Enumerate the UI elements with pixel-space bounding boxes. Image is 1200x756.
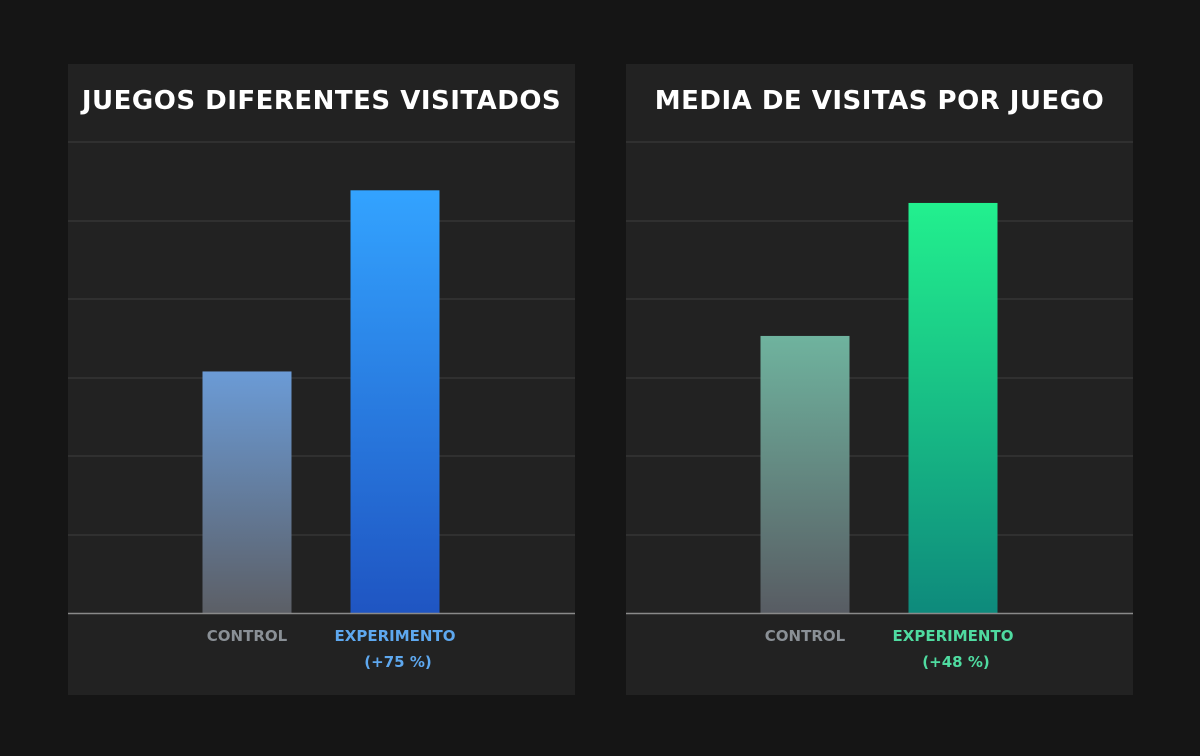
- chart-panel-visits-per-game: MEDIA DE VISITAS POR JUEGO CONTROL EXPERI…: [626, 64, 1133, 695]
- bar-chart: CONTROL EXPERIMENTO (+48 %): [626, 141, 1133, 671]
- change-percent-label: (+48 %): [922, 653, 989, 671]
- change-percent-label: (+75 %): [364, 653, 431, 671]
- category-label-control: CONTROL: [207, 627, 288, 645]
- chart-title: MEDIA DE VISITAS POR JUEGO: [654, 86, 1105, 116]
- category-label-experiment: EXPERIMENTO: [893, 627, 1014, 645]
- category-label-experiment: EXPERIMENTO: [335, 627, 456, 645]
- bar-experiment: [908, 202, 998, 613]
- bar-experiment: [350, 190, 440, 614]
- chart-title: JUEGOS DIFERENTES VISITADOS: [81, 86, 562, 116]
- bar-control: [760, 335, 850, 613]
- category-label-control: CONTROL: [765, 627, 846, 645]
- bar-chart: CONTROL EXPERIMENTO (+75 %): [68, 141, 575, 671]
- chart-panel-games-visited: JUEGOS DIFERENTES VISITADOS CONTROL EXPER…: [68, 64, 575, 695]
- bar-control: [202, 371, 292, 613]
